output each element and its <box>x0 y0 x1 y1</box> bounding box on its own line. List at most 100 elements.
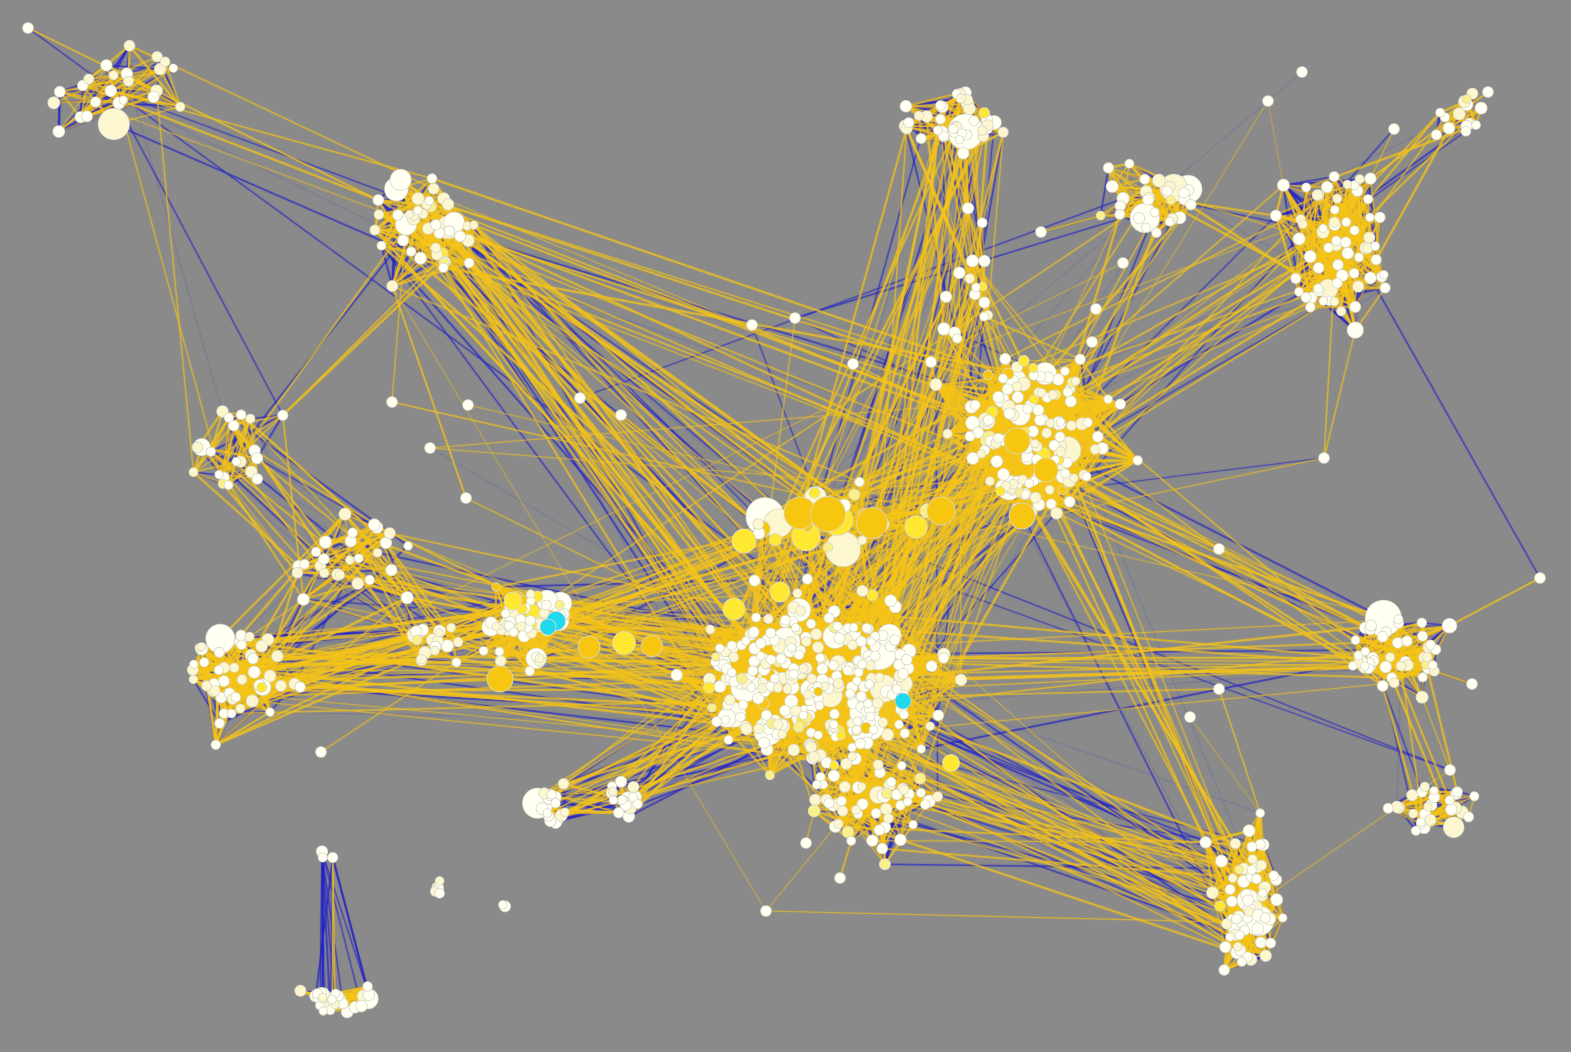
graph-node[interactable] <box>807 804 821 818</box>
graph-node[interactable] <box>982 369 994 381</box>
graph-node[interactable] <box>899 728 910 739</box>
graph-node[interactable] <box>1221 918 1233 930</box>
graph-node[interactable] <box>83 73 95 85</box>
graph-node[interactable] <box>842 665 853 676</box>
graph-node[interactable] <box>373 209 385 220</box>
graph-node[interactable] <box>557 778 570 790</box>
graph-node[interactable] <box>256 682 268 693</box>
graph-node[interactable] <box>615 409 627 421</box>
graph-node[interactable] <box>213 646 225 658</box>
graph-node[interactable] <box>1451 786 1463 798</box>
graph-node[interactable] <box>925 356 937 368</box>
graph-node[interactable] <box>1474 101 1488 115</box>
graph-node[interactable] <box>1452 107 1466 121</box>
graph-node[interactable] <box>627 781 640 793</box>
graph-node[interactable] <box>319 567 330 579</box>
graph-node[interactable] <box>903 117 915 129</box>
graph-node[interactable] <box>827 769 841 782</box>
graph-node[interactable] <box>1296 66 1308 78</box>
graph-node[interactable] <box>265 707 275 717</box>
graph-node[interactable] <box>740 722 753 736</box>
graph-node[interactable] <box>404 209 415 219</box>
graph-node[interactable] <box>800 837 812 849</box>
graph-node[interactable] <box>1081 471 1092 482</box>
graph-node[interactable] <box>935 113 946 125</box>
graph-node[interactable] <box>1328 171 1340 183</box>
graph-node[interactable] <box>574 392 586 404</box>
graph-node[interactable] <box>805 618 817 629</box>
graph-node[interactable] <box>883 813 894 824</box>
graph-node[interactable] <box>1066 420 1077 431</box>
graph-node[interactable] <box>741 636 751 646</box>
graph-node[interactable] <box>908 819 918 830</box>
graph-node[interactable] <box>866 589 879 601</box>
graph-node[interactable] <box>735 672 748 685</box>
graph-node[interactable] <box>376 240 387 251</box>
graph-node[interactable] <box>1069 473 1079 483</box>
graph-node[interactable] <box>853 667 864 678</box>
graph-node[interactable] <box>798 710 808 720</box>
graph-node[interactable] <box>1117 257 1129 269</box>
graph-node[interactable] <box>903 796 913 807</box>
graph-node[interactable] <box>1336 306 1347 317</box>
graph-node[interactable] <box>208 685 221 697</box>
graph-node[interactable] <box>338 507 352 521</box>
graph-node[interactable] <box>1105 180 1119 193</box>
graph-node[interactable] <box>1376 680 1389 692</box>
graph-node[interactable] <box>855 691 867 702</box>
graph-node[interactable] <box>424 196 435 206</box>
graph-node[interactable] <box>1149 207 1160 218</box>
graph-node[interactable] <box>789 312 801 324</box>
graph-node[interactable] <box>1089 444 1101 455</box>
graph-node[interactable] <box>992 390 1005 404</box>
graph-node[interactable] <box>822 542 834 553</box>
graph-node[interactable] <box>916 744 926 754</box>
graph-node[interactable] <box>310 546 322 558</box>
graph-node[interactable] <box>1321 180 1334 194</box>
graph-node[interactable] <box>857 535 867 546</box>
graph-node[interactable] <box>953 266 966 280</box>
graph-node[interactable] <box>914 772 926 785</box>
graph-node[interactable] <box>787 743 800 757</box>
graph-node[interactable] <box>1301 182 1312 193</box>
graph-node[interactable] <box>1391 637 1404 649</box>
graph-node[interactable] <box>816 663 829 675</box>
graph-node[interactable] <box>979 311 989 322</box>
graph-node[interactable] <box>1354 252 1364 263</box>
graph-node[interactable] <box>1051 373 1065 386</box>
graph-node[interactable] <box>294 984 307 997</box>
graph-node[interactable] <box>147 90 160 104</box>
graph-node[interactable] <box>1270 209 1282 222</box>
graph-node[interactable] <box>847 639 858 651</box>
graph-node[interactable] <box>756 651 766 661</box>
graph-node[interactable] <box>1030 439 1040 449</box>
graph-node[interactable] <box>175 101 186 112</box>
graph-node[interactable] <box>1178 187 1190 199</box>
graph-node[interactable] <box>1331 235 1342 246</box>
graph-node[interactable] <box>829 719 839 730</box>
graph-node[interactable] <box>317 852 328 863</box>
graph-node[interactable] <box>1213 543 1225 555</box>
graph-node[interactable] <box>848 622 859 633</box>
graph-node[interactable] <box>1471 120 1481 130</box>
graph-node[interactable] <box>1114 208 1126 220</box>
graph-node[interactable] <box>761 709 773 721</box>
graph-node[interactable] <box>353 553 364 564</box>
graph-node[interactable] <box>188 674 199 685</box>
graph-node-gold-hub-13[interactable] <box>722 597 746 621</box>
graph-node[interactable] <box>707 703 717 713</box>
graph-node[interactable] <box>524 615 536 627</box>
graph-node[interactable] <box>1185 198 1197 211</box>
graph-node[interactable] <box>935 100 946 111</box>
graph-node[interactable] <box>868 724 879 735</box>
graph-node[interactable] <box>838 780 851 793</box>
graph-node[interactable] <box>247 652 259 665</box>
graph-node[interactable] <box>1055 417 1066 427</box>
graph-node[interactable] <box>386 396 398 408</box>
graph-node[interactable] <box>1082 417 1093 428</box>
graph-node[interactable] <box>815 653 826 663</box>
graph-node[interactable] <box>865 711 876 722</box>
graph-node[interactable] <box>954 673 968 687</box>
graph-node[interactable] <box>789 705 802 717</box>
graph-node[interactable] <box>808 487 821 499</box>
